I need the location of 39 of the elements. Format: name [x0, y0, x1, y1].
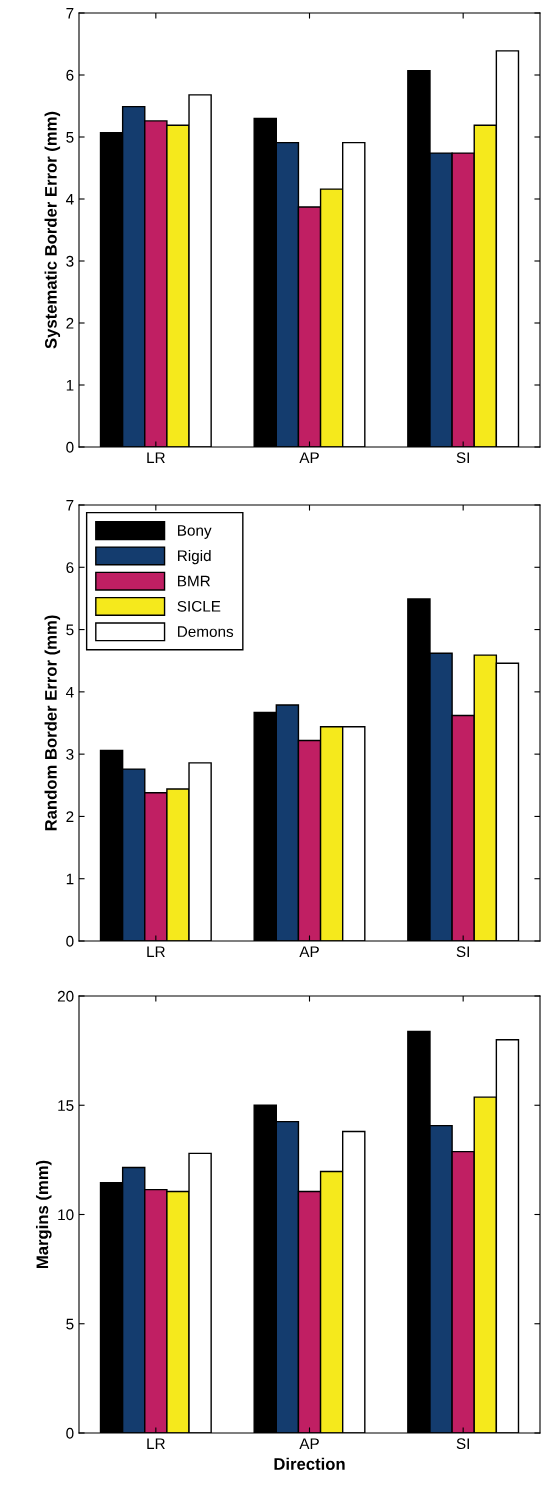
y-tick-label: 15 [58, 1100, 74, 1111]
y-axis-title: Margins (mm) [35, 1160, 52, 1269]
y-tick-label: 0 [66, 935, 74, 947]
y-axis-title: Random Border Error (mm) [44, 615, 61, 831]
y-tick-label: 1 [66, 380, 74, 391]
x-tick-label: AP [299, 1438, 319, 1449]
x-tick-label: SI [456, 1438, 469, 1450]
y-tick-label: 20 [57, 990, 74, 1002]
y-tick-label: 0 [66, 1427, 74, 1439]
x-tick-label: SI [456, 452, 469, 464]
y-tick-label: 5 [66, 1318, 74, 1330]
x-tick-label: LR [147, 946, 165, 957]
x-tick-label: AP [299, 452, 319, 463]
y-tick-label: 0 [66, 441, 74, 453]
y-tick-label: 7 [66, 8, 74, 19]
legend-label: SICLE [177, 600, 221, 612]
legend-label: Bony [178, 525, 212, 539]
x-tick-label: LR [147, 452, 165, 463]
y-tick-label: 7 [66, 500, 74, 511]
legend-label: BMR [178, 575, 211, 587]
y-tick-label: 6 [66, 562, 74, 573]
y-tick-label: 5 [66, 132, 74, 143]
y-tick-label: 2 [66, 811, 74, 822]
x-tick-label: AP [299, 946, 319, 957]
x-axis-title: Direction [274, 1457, 345, 1470]
legend-label: Demons [178, 626, 234, 637]
legend-label: Rigid [178, 549, 211, 565]
y-axis-title: Systematic Border Error (mm) [44, 111, 61, 349]
x-tick-label: SI [456, 946, 469, 958]
y-tick-label: 4 [65, 686, 74, 698]
x-tick-label: LR [147, 1438, 165, 1449]
y-tick-label: 4 [65, 194, 74, 205]
y-tick-label: 1 [66, 873, 74, 885]
y-tick-label: 2 [66, 317, 74, 329]
y-tick-label: 5 [66, 624, 74, 636]
y-tick-label: 3 [66, 255, 74, 267]
y-tick-label: 3 [66, 749, 74, 760]
y-tick-label: 10 [58, 1209, 74, 1221]
y-tick-label: 6 [66, 69, 74, 81]
